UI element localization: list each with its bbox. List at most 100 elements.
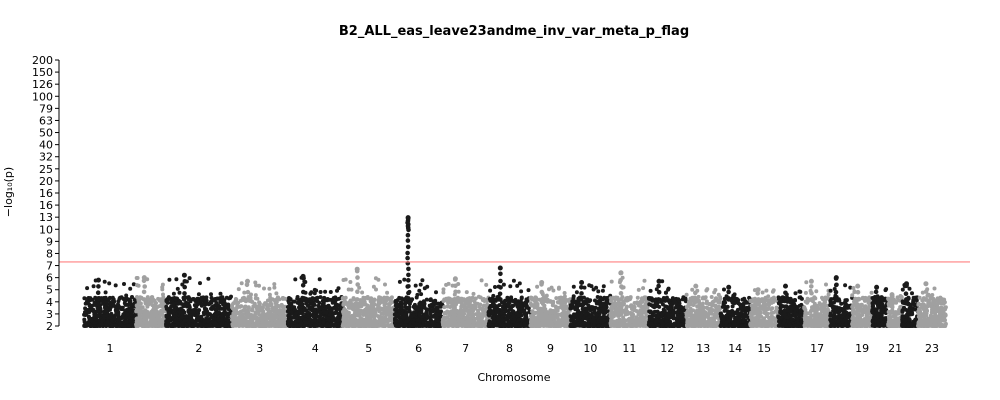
data-point xyxy=(456,322,461,327)
data-point xyxy=(417,312,422,317)
data-point xyxy=(316,303,321,308)
data-point xyxy=(249,292,253,297)
data-point xyxy=(346,311,351,316)
data-point xyxy=(359,300,364,305)
data-point xyxy=(110,295,115,300)
data-point xyxy=(118,322,122,326)
data-point xyxy=(605,298,610,303)
data-point xyxy=(239,281,244,286)
data-point xyxy=(601,284,606,289)
data-point xyxy=(96,323,101,328)
data-point xyxy=(332,323,337,328)
data-point xyxy=(195,302,200,307)
data-point xyxy=(355,289,360,295)
chromosome-band xyxy=(340,266,397,328)
data-point xyxy=(403,301,408,306)
data-point xyxy=(103,290,108,295)
data-point xyxy=(371,309,376,314)
data-point xyxy=(276,323,281,328)
data-point xyxy=(343,277,348,282)
data-point xyxy=(460,321,465,326)
data-point xyxy=(583,312,588,317)
data-point xyxy=(407,309,412,314)
data-point xyxy=(331,305,336,310)
data-point xyxy=(413,283,418,288)
chromosome-band xyxy=(528,280,573,328)
data-point xyxy=(376,319,380,324)
data-point xyxy=(95,290,101,296)
data-point xyxy=(400,311,405,316)
data-point xyxy=(211,316,216,321)
data-point xyxy=(253,293,258,298)
data-point xyxy=(127,297,132,302)
data-point xyxy=(274,305,279,310)
data-point xyxy=(450,301,454,305)
data-point xyxy=(588,314,592,319)
data-point xyxy=(317,300,322,305)
data-point xyxy=(369,296,374,301)
data-point xyxy=(480,298,485,303)
data-point xyxy=(255,296,260,301)
data-point xyxy=(230,303,235,308)
data-point xyxy=(188,299,193,304)
data-point xyxy=(486,312,491,317)
data-point xyxy=(417,301,422,306)
data-point xyxy=(248,319,253,324)
data-point xyxy=(292,299,297,304)
data-point xyxy=(488,288,493,293)
data-point xyxy=(405,250,410,256)
data-point xyxy=(96,302,101,307)
data-point xyxy=(245,297,250,302)
data-point xyxy=(435,306,440,311)
data-point xyxy=(261,315,266,320)
data-point xyxy=(502,323,507,328)
data-point xyxy=(247,315,252,320)
data-point xyxy=(185,314,190,319)
data-point xyxy=(449,320,454,325)
data-point xyxy=(175,286,180,291)
data-point xyxy=(268,298,273,303)
data-point xyxy=(275,315,280,320)
data-point xyxy=(242,305,247,310)
data-point xyxy=(292,320,297,325)
data-point xyxy=(175,301,180,306)
data-point xyxy=(234,297,239,302)
data-point xyxy=(294,315,299,320)
data-point xyxy=(332,298,337,303)
data-point xyxy=(308,324,313,328)
data-point xyxy=(238,304,242,309)
data-point xyxy=(462,305,467,310)
data-point xyxy=(551,299,556,304)
data-point xyxy=(319,324,324,328)
data-point xyxy=(100,318,104,323)
data-point xyxy=(348,298,353,303)
data-point xyxy=(446,296,451,301)
data-point xyxy=(295,295,300,299)
data-point xyxy=(435,318,440,323)
data-point xyxy=(563,324,567,328)
data-point xyxy=(424,322,429,327)
data-point xyxy=(585,324,590,328)
data-point xyxy=(385,297,390,302)
data-point xyxy=(542,303,547,308)
data-point xyxy=(564,298,569,302)
data-point xyxy=(354,323,359,328)
data-point xyxy=(152,317,157,322)
data-point xyxy=(249,308,254,313)
data-point xyxy=(405,284,411,289)
data-point xyxy=(277,297,282,302)
data-point xyxy=(136,283,141,288)
data-point xyxy=(286,322,291,327)
data-point xyxy=(230,317,234,322)
data-point xyxy=(415,292,420,297)
data-point xyxy=(442,323,447,328)
data-point xyxy=(169,310,174,315)
data-point xyxy=(571,284,576,289)
data-point xyxy=(321,320,326,325)
data-point xyxy=(405,255,410,261)
data-point xyxy=(148,319,153,324)
data-point xyxy=(446,300,451,305)
peak-point xyxy=(354,266,360,272)
data-point xyxy=(257,301,262,306)
data-point xyxy=(199,317,204,321)
